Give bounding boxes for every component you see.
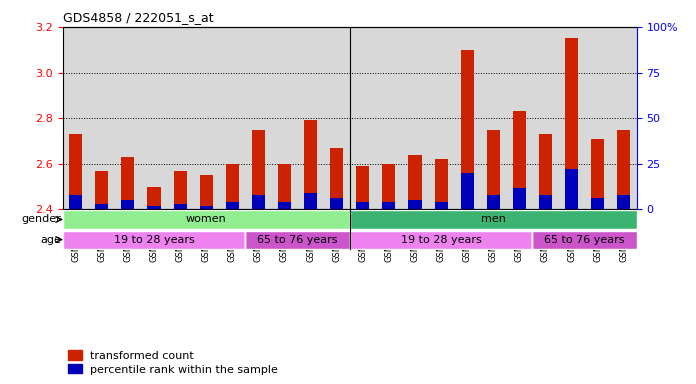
Bar: [434, 202, 448, 209]
Bar: [63, 210, 350, 228]
Text: gender: gender: [22, 215, 61, 225]
Bar: [532, 230, 637, 248]
Bar: [278, 164, 291, 209]
Bar: [63, 230, 246, 248]
Bar: [226, 164, 239, 209]
Bar: [382, 164, 395, 209]
Bar: [200, 175, 213, 209]
Bar: [513, 111, 526, 209]
Bar: [565, 169, 578, 209]
Bar: [617, 195, 631, 209]
Bar: [121, 200, 134, 209]
Bar: [330, 148, 343, 209]
Bar: [69, 134, 82, 209]
Bar: [252, 129, 265, 209]
Bar: [173, 170, 187, 209]
Bar: [252, 195, 265, 209]
Text: 65 to 76 years: 65 to 76 years: [258, 235, 338, 245]
Bar: [226, 202, 239, 209]
Bar: [350, 210, 637, 228]
Bar: [591, 139, 604, 209]
Bar: [356, 166, 370, 209]
Text: 19 to 28 years: 19 to 28 years: [113, 235, 194, 245]
Bar: [148, 187, 161, 209]
Bar: [304, 193, 317, 209]
Legend: transformed count, percentile rank within the sample: transformed count, percentile rank withi…: [68, 350, 278, 375]
Bar: [69, 195, 82, 209]
Bar: [539, 134, 552, 209]
Bar: [245, 230, 350, 248]
Bar: [461, 50, 474, 209]
Text: 65 to 76 years: 65 to 76 years: [544, 235, 625, 245]
Bar: [617, 129, 631, 209]
Bar: [409, 200, 422, 209]
Bar: [356, 202, 370, 209]
Bar: [350, 230, 532, 248]
Bar: [95, 204, 109, 209]
Bar: [539, 195, 552, 209]
Bar: [121, 157, 134, 209]
Bar: [95, 170, 109, 209]
Text: men: men: [481, 215, 506, 225]
Bar: [409, 155, 422, 209]
Bar: [461, 173, 474, 209]
Text: 19 to 28 years: 19 to 28 years: [401, 235, 482, 245]
Bar: [591, 199, 604, 209]
Bar: [382, 202, 395, 209]
Bar: [487, 195, 500, 209]
Bar: [513, 187, 526, 209]
Bar: [304, 121, 317, 209]
Bar: [434, 159, 448, 209]
Text: age: age: [40, 235, 61, 245]
Bar: [278, 202, 291, 209]
Bar: [565, 38, 578, 209]
Text: GDS4858 / 222051_s_at: GDS4858 / 222051_s_at: [63, 11, 213, 24]
Bar: [200, 206, 213, 209]
Bar: [173, 204, 187, 209]
Text: women: women: [186, 215, 227, 225]
Bar: [330, 199, 343, 209]
Bar: [148, 206, 161, 209]
Bar: [487, 129, 500, 209]
